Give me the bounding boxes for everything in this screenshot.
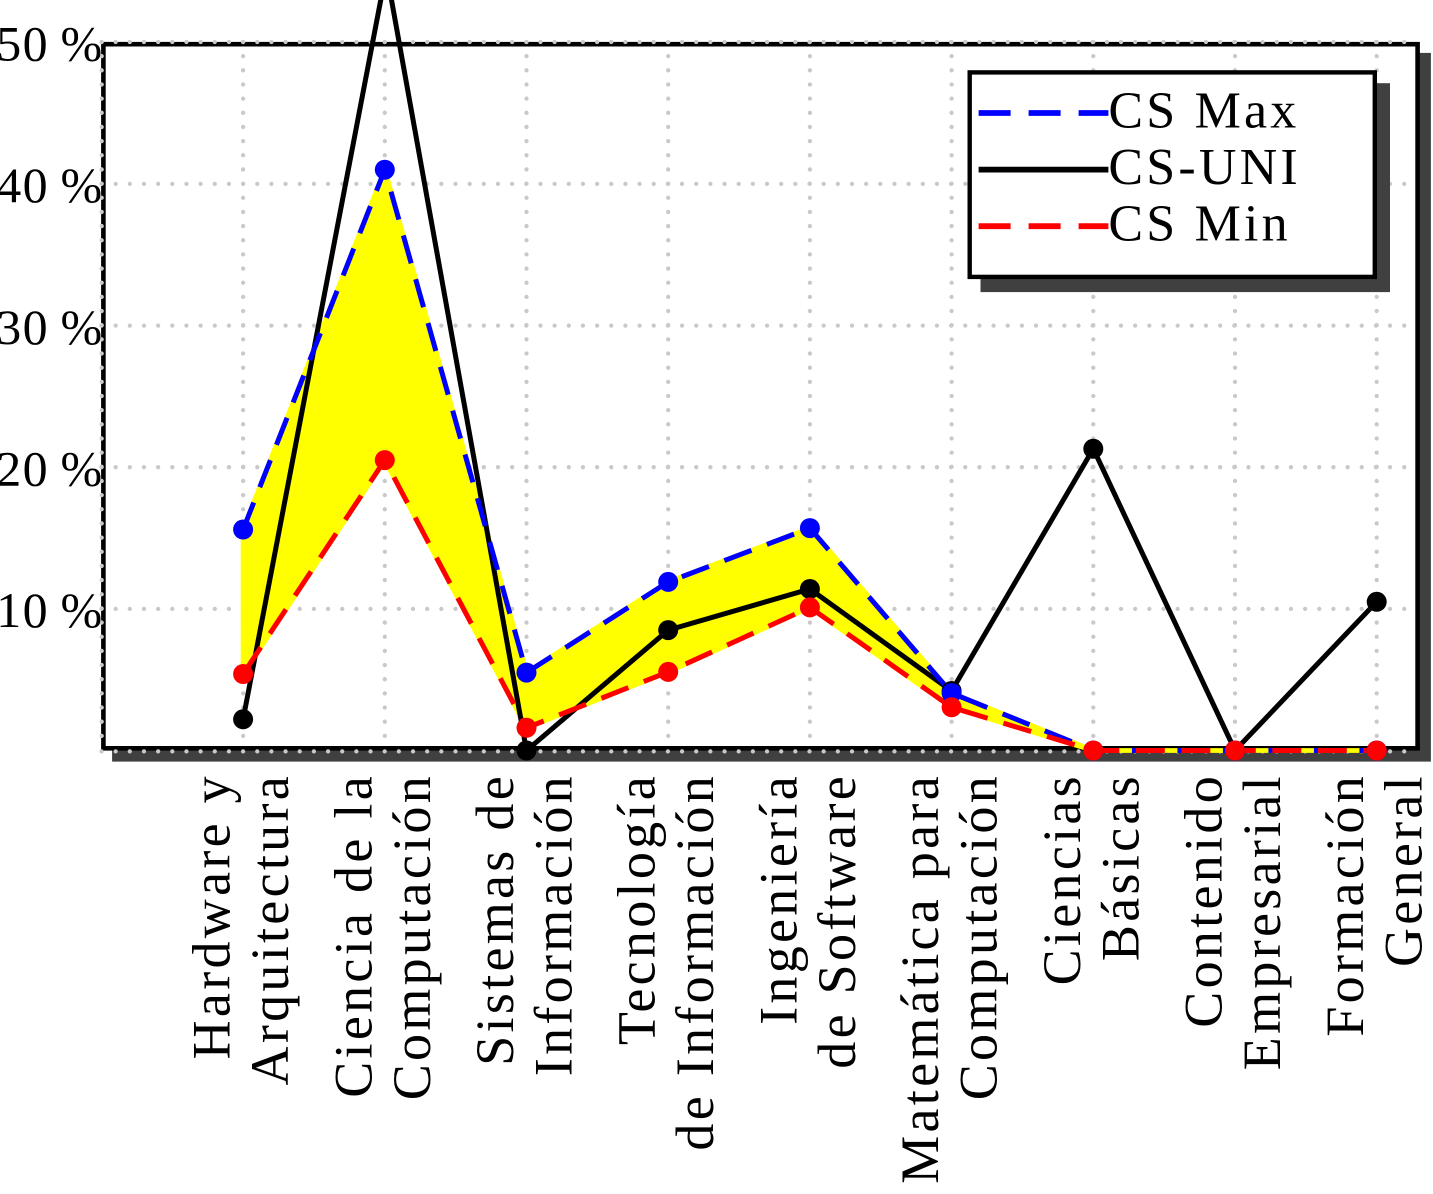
svg-text:40 %: 40 % bbox=[0, 157, 104, 213]
svg-text:Arquitectura: Arquitectura bbox=[240, 773, 300, 1085]
svg-text:CS-UNI: CS-UNI bbox=[1108, 139, 1301, 196]
svg-text:CS Min: CS Min bbox=[1108, 196, 1291, 253]
svg-text:Computación: Computación bbox=[949, 773, 1009, 1100]
svg-text:General: General bbox=[1374, 773, 1433, 967]
svg-text:de Información: de Información bbox=[665, 773, 725, 1151]
svg-text:Ciencias: Ciencias bbox=[1032, 773, 1092, 985]
svg-text:30 %: 30 % bbox=[0, 299, 104, 355]
svg-text:Formación: Formación bbox=[1315, 773, 1375, 1037]
svg-text:Sistemas de: Sistemas de bbox=[465, 773, 525, 1066]
svg-text:Básicas: Básicas bbox=[1090, 773, 1150, 961]
svg-text:Hardware y: Hardware y bbox=[182, 773, 242, 1059]
svg-text:Matemática para: Matemática para bbox=[890, 773, 950, 1184]
svg-text:20 %: 20 % bbox=[0, 441, 104, 497]
svg-text:50 %: 50 % bbox=[0, 16, 104, 72]
svg-text:Ingeniería: Ingeniería bbox=[748, 773, 808, 1025]
svg-text:Ciencia de la: Ciencia de la bbox=[323, 773, 383, 1098]
svg-text:Tecnología: Tecnología bbox=[607, 773, 667, 1045]
svg-text:Información: Información bbox=[524, 773, 584, 1076]
svg-text:CS Max: CS Max bbox=[1108, 83, 1299, 140]
svg-text:de Software: de Software bbox=[807, 773, 867, 1069]
svg-text:10 %: 10 % bbox=[0, 582, 104, 638]
svg-text:Computación: Computación bbox=[382, 773, 442, 1100]
svg-text:Contenido: Contenido bbox=[1174, 773, 1234, 1028]
svg-text:Empresarial: Empresarial bbox=[1232, 773, 1292, 1070]
